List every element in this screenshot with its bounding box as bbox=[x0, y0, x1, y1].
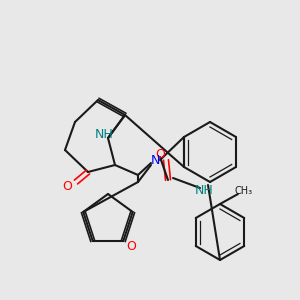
Text: NH: NH bbox=[195, 184, 213, 196]
Text: NH: NH bbox=[94, 128, 113, 140]
Text: O: O bbox=[126, 239, 136, 253]
Text: O: O bbox=[62, 181, 72, 194]
Text: O: O bbox=[155, 148, 165, 160]
Text: N: N bbox=[150, 154, 160, 166]
Text: CH₃: CH₃ bbox=[235, 186, 253, 196]
